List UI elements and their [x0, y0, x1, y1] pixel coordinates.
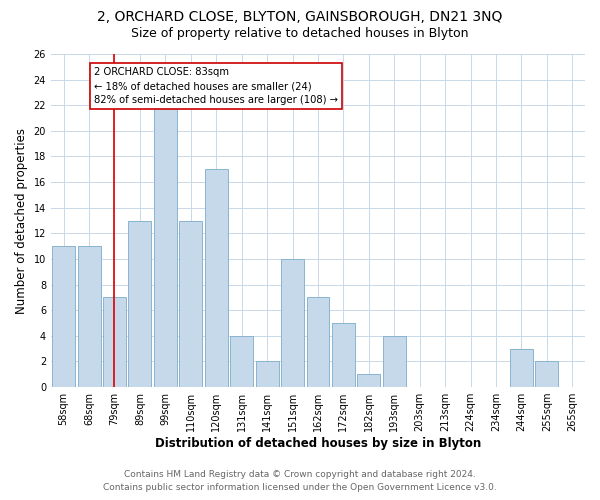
Bar [77, 246, 101, 387]
Text: Contains HM Land Registry data © Crown copyright and database right 2024.
Contai: Contains HM Land Registry data © Crown c… [103, 470, 497, 492]
Bar [154, 105, 177, 387]
Bar [256, 362, 278, 387]
Bar [103, 298, 126, 387]
Text: 2 ORCHARD CLOSE: 83sqm
← 18% of detached houses are smaller (24)
82% of semi-det: 2 ORCHARD CLOSE: 83sqm ← 18% of detached… [94, 67, 338, 105]
Bar [510, 348, 533, 387]
Text: 2, ORCHARD CLOSE, BLYTON, GAINSBOROUGH, DN21 3NQ: 2, ORCHARD CLOSE, BLYTON, GAINSBOROUGH, … [97, 10, 503, 24]
Text: Size of property relative to detached houses in Blyton: Size of property relative to detached ho… [131, 28, 469, 40]
Bar [230, 336, 253, 387]
Bar [358, 374, 380, 387]
Bar [179, 220, 202, 387]
Y-axis label: Number of detached properties: Number of detached properties [15, 128, 28, 314]
Bar [383, 336, 406, 387]
Bar [205, 170, 227, 387]
Bar [128, 220, 151, 387]
Bar [52, 246, 75, 387]
Bar [281, 259, 304, 387]
Bar [535, 362, 558, 387]
X-axis label: Distribution of detached houses by size in Blyton: Distribution of detached houses by size … [155, 437, 481, 450]
Bar [332, 323, 355, 387]
Bar [307, 298, 329, 387]
